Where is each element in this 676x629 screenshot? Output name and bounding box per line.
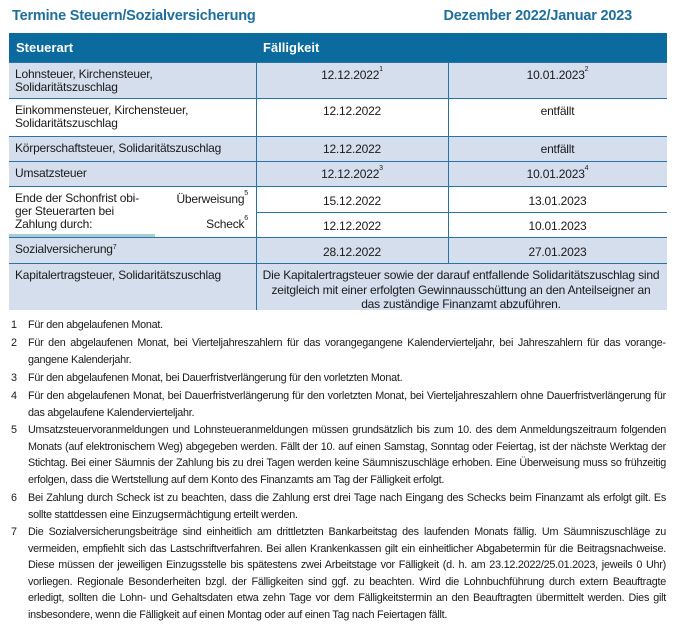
teal-bar: [9, 234, 155, 238]
ueberweisung-label: Überweisung5: [176, 190, 248, 206]
row-label: Kapitalertragsteuer, Solidaritätszuschla…: [15, 268, 221, 282]
header-steuerart: Steuerart: [16, 40, 74, 55]
row-label: Ende der Schonfrist obi­ger Steuerarten …: [15, 191, 140, 231]
row-label: Einkommensteuer, Kirchensteuer, Solidari…: [15, 103, 189, 130]
date-jan: entfällt: [540, 142, 575, 156]
schonfrist-row: Ende der Schonfrist obi­ger Steuerarten …: [9, 186, 667, 238]
table-row: Lohnsteuer, Kirchensteuer, Solidaritätsz…: [9, 62, 667, 99]
date-dec: 12.12.20223: [321, 165, 383, 181]
date-dec: 12.12.20221: [321, 66, 383, 82]
row-label: Körperschaftsteuer, Solidaritätszuschlag: [15, 141, 222, 155]
row-label: Sozialversicherung7: [15, 242, 117, 256]
page-title: Termine Steuern/Sozialversicherung: [12, 8, 256, 24]
table-row: Körperschaftsteuer, Solidaritätszuschlag…: [9, 136, 667, 162]
date-dec: 15.12.2022: [322, 194, 382, 208]
scheck-label: Scheck6: [206, 215, 248, 231]
date-jan: 13.01.2023: [528, 194, 587, 208]
date-jan: 10.01.20232: [526, 66, 589, 82]
date-jan: entfällt: [540, 104, 575, 118]
header-faelligkeit: Fälligkeit: [263, 40, 320, 55]
table-row: Umsatzsteuer 12.12.20223 10.01.20234: [9, 161, 667, 187]
date-jan: 10.01.2023: [528, 219, 587, 233]
row-label: Umsatzsteuer: [15, 166, 87, 180]
table-header: Steuerart Fälligkeit: [9, 33, 667, 62]
table-row: Sozialversicherung7 28.12.2022 27.01.202…: [9, 237, 667, 264]
date-dec: 12.12.2022: [322, 104, 382, 118]
table-row: Kapitalertragsteuer, Solidaritätszuschla…: [9, 263, 667, 311]
date-dec: 28.12.2022: [322, 245, 382, 259]
table-row: Einkommensteuer, Kirchensteuer, Solidari…: [9, 98, 667, 137]
date-dec: 12.12.2022: [322, 142, 382, 156]
period-title: Dezember 2022/Januar 2023: [443, 8, 633, 24]
kapital-text: Die Kapitalertragsteuer sowie der darauf…: [262, 268, 660, 311]
row-label: Lohnsteuer, Kirchensteuer, Solidaritätsz…: [15, 67, 153, 94]
date-dec: 12.12.2022: [322, 219, 382, 233]
date-jan: 27.01.2023: [528, 245, 587, 259]
date-jan: 10.01.20234: [526, 165, 589, 181]
